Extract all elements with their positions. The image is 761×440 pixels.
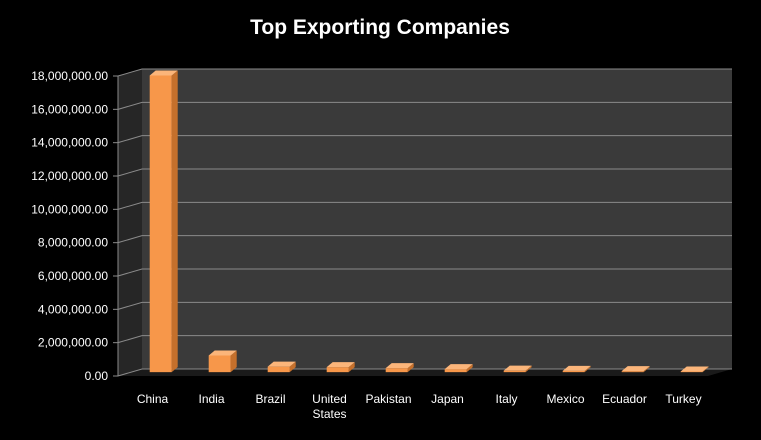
x-tick-label: China bbox=[137, 392, 169, 406]
gridline bbox=[117, 335, 732, 344]
gridline bbox=[117, 135, 732, 144]
y-tick-label: 14,000,000.00 bbox=[31, 136, 108, 150]
bar-side bbox=[466, 364, 473, 373]
bar-front bbox=[326, 367, 349, 373]
bar-top bbox=[680, 366, 709, 372]
bar-side bbox=[171, 70, 178, 373]
gridline bbox=[117, 301, 732, 310]
bar-front bbox=[149, 75, 172, 373]
bar-side bbox=[289, 361, 296, 373]
y-tick-label: 18,000,000.00 bbox=[31, 69, 108, 83]
bar-top bbox=[621, 366, 650, 372]
plot-side-wall bbox=[118, 69, 142, 376]
bar-side bbox=[702, 366, 709, 373]
bar bbox=[149, 70, 178, 373]
bar-side bbox=[525, 365, 532, 373]
x-tick-label: Brazil bbox=[255, 392, 285, 406]
bar bbox=[267, 361, 296, 373]
y-tick-label: 0.00 bbox=[85, 369, 109, 383]
gridline bbox=[117, 235, 732, 244]
gridline bbox=[117, 368, 732, 377]
bar-front bbox=[385, 368, 408, 373]
bar-side bbox=[584, 365, 591, 373]
gridline bbox=[117, 68, 732, 77]
bars bbox=[149, 70, 709, 373]
bar-top bbox=[208, 350, 237, 356]
bar bbox=[680, 366, 709, 373]
x-tick-label: United States bbox=[312, 392, 347, 421]
gridline bbox=[117, 201, 732, 210]
y-tick-label: 10,000,000.00 bbox=[31, 202, 108, 216]
y-tick-label: 6,000,000.00 bbox=[38, 269, 108, 283]
bar-side bbox=[230, 350, 237, 373]
bar-top bbox=[149, 70, 178, 76]
bar-front bbox=[562, 370, 585, 373]
bar bbox=[326, 362, 355, 373]
y-tick-label: 12,000,000.00 bbox=[31, 169, 108, 183]
bar-front bbox=[503, 370, 526, 373]
x-tick-label: Mexico bbox=[546, 392, 584, 406]
bar-top bbox=[562, 365, 591, 371]
gridline bbox=[117, 168, 732, 177]
gridline bbox=[117, 101, 732, 110]
y-tick-label: 8,000,000.00 bbox=[38, 236, 108, 250]
bar-top bbox=[503, 365, 532, 371]
bar-side bbox=[407, 363, 414, 373]
bar-side bbox=[643, 366, 650, 373]
bar-top bbox=[444, 364, 473, 370]
y-tick-label: 2,000,000.00 bbox=[38, 336, 108, 350]
bar bbox=[621, 366, 650, 373]
x-tick-label: India bbox=[198, 392, 224, 406]
bar-front bbox=[680, 371, 703, 373]
x-tick-label: Italy bbox=[495, 392, 517, 406]
gridline bbox=[117, 268, 732, 277]
x-tick-label: Japan bbox=[431, 392, 464, 406]
x-axis: China India Brazil United States Pakistan Japa… bbox=[137, 392, 702, 421]
y-axis: 0.00 2,000,000.00 4,000,000.00 6,000,000.00… bbox=[31, 69, 119, 383]
bar bbox=[385, 363, 414, 373]
bar-front bbox=[444, 369, 467, 373]
x-tick-label: Pakistan bbox=[365, 392, 411, 406]
bar-top bbox=[267, 361, 296, 367]
plot-back-wall bbox=[142, 69, 732, 369]
bar bbox=[208, 350, 237, 373]
plot-area bbox=[118, 69, 732, 376]
bar bbox=[562, 365, 591, 373]
bar bbox=[503, 365, 532, 373]
bar-front bbox=[208, 355, 231, 373]
bar-front bbox=[267, 366, 290, 373]
bar-top bbox=[385, 363, 414, 369]
bar-front bbox=[621, 371, 644, 373]
y-tick-label: 16,000,000.00 bbox=[31, 102, 108, 116]
gridlines bbox=[117, 68, 732, 377]
bar-side bbox=[348, 362, 355, 373]
x-tick-label: Ecuador bbox=[602, 392, 647, 406]
bar bbox=[444, 364, 473, 373]
bar-top bbox=[326, 362, 355, 368]
chart-title: Top Exporting Companies bbox=[250, 16, 510, 39]
x-tick-label: Turkey bbox=[665, 392, 701, 406]
y-tick-label: 4,000,000.00 bbox=[38, 302, 108, 316]
